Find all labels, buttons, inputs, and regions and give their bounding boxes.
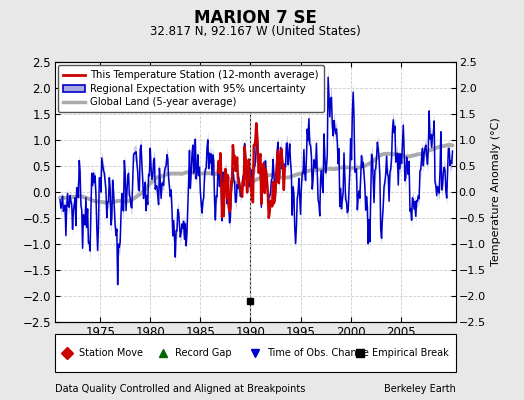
FancyBboxPatch shape [55,334,456,372]
Legend: This Temperature Station (12-month average), Regional Expectation with 95% uncer: This Temperature Station (12-month avera… [58,65,323,112]
Text: Time of Obs. Change: Time of Obs. Change [267,348,369,358]
Text: Empirical Break: Empirical Break [372,348,449,358]
Y-axis label: Temperature Anomaly (°C): Temperature Anomaly (°C) [492,118,501,266]
Text: Station Move: Station Move [79,348,143,358]
Text: Data Quality Controlled and Aligned at Breakpoints: Data Quality Controlled and Aligned at B… [55,384,305,394]
Text: Berkeley Earth: Berkeley Earth [384,384,456,394]
Text: MARION 7 SE: MARION 7 SE [194,9,317,27]
Text: 32.817 N, 92.167 W (United States): 32.817 N, 92.167 W (United States) [150,26,361,38]
Text: Record Gap: Record Gap [175,348,232,358]
